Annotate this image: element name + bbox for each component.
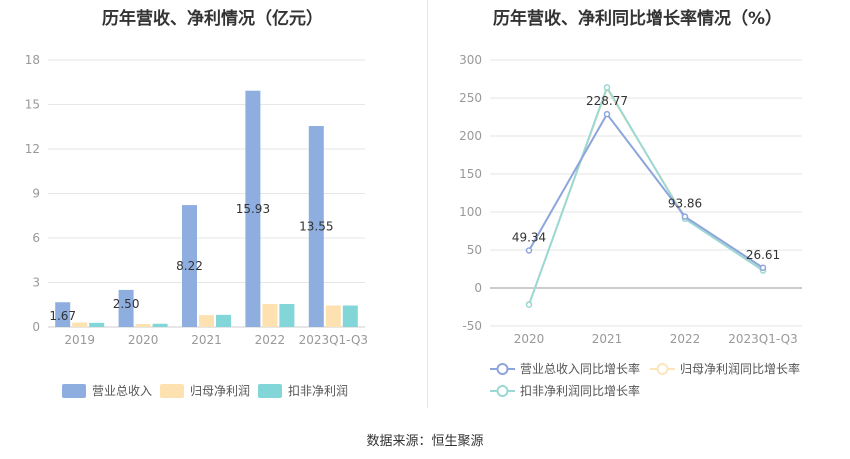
data-label: 93.86 <box>668 197 702 211</box>
x-tick-label: 2020 <box>514 332 545 346</box>
series-line <box>528 85 764 306</box>
legend-label: 扣非净利润同比增长率 <box>520 383 640 398</box>
bar <box>152 323 168 327</box>
bar <box>279 304 295 327</box>
y-tick-label: 200 <box>459 129 482 143</box>
bar <box>262 304 278 327</box>
bar <box>72 322 88 327</box>
data-point <box>681 213 689 220</box>
bar <box>135 324 151 327</box>
bar <box>216 314 231 327</box>
data-label: 26.61 <box>746 248 780 262</box>
data-label: 8.22 <box>176 259 203 273</box>
y-tick-label: -50 <box>462 319 482 333</box>
y-tick-label: 12 <box>25 142 40 156</box>
data-label: 2.50 <box>113 297 140 311</box>
data-label: 13.55 <box>299 220 333 234</box>
bar <box>89 322 105 327</box>
y-tick-label: 3 <box>32 276 40 290</box>
y-tick-label: 6 <box>32 231 40 245</box>
y-tick-label: 150 <box>459 167 482 181</box>
x-tick-label: 2022 <box>255 333 286 347</box>
x-tick-label: 2023Q1-Q3 <box>728 332 797 346</box>
x-tick-label: 2023Q1-Q3 <box>299 333 368 347</box>
left-chart-title: 历年营收、净利情况（亿元） <box>102 9 323 29</box>
legend-label: 扣非净利润 <box>288 384 348 398</box>
legend-swatch <box>62 384 86 398</box>
y-tick-label: 250 <box>459 91 482 105</box>
x-tick-label: 2021 <box>592 332 623 346</box>
series-line <box>528 112 764 269</box>
data-point <box>525 247 533 254</box>
legend-label: 归母净利润 <box>190 384 250 398</box>
x-tick-label: 2020 <box>128 333 159 347</box>
data-label: 49.34 <box>512 231 546 245</box>
bar <box>308 126 324 327</box>
data-point <box>603 110 611 118</box>
legend-label: 营业总收入 <box>92 384 152 398</box>
y-tick-label: 15 <box>25 98 40 112</box>
y-tick-label: 100 <box>459 205 482 219</box>
y-tick-label: 18 <box>25 53 40 67</box>
right-chart-title: 历年营收、净利同比增长率情况（%） <box>492 9 783 29</box>
bar <box>245 90 261 327</box>
legend-marker <box>496 363 509 375</box>
bar <box>118 289 134 327</box>
y-tick-label: 300 <box>459 53 482 67</box>
bar-chart: 0 3 6 9 12 15 18 2019 1.67 2020 2.50 2021 8.22 2022 15… <box>25 53 368 398</box>
data-point <box>603 84 611 91</box>
legend-marker <box>496 385 509 397</box>
legend-marker <box>656 363 669 375</box>
legend-swatch <box>160 384 184 398</box>
x-tick-label: 2019 <box>64 333 95 347</box>
panel-divider <box>427 0 428 408</box>
bar <box>182 205 197 327</box>
y-tick-label: 50 <box>467 243 482 257</box>
legend-label: 营业总收入同比增长率 <box>520 361 640 376</box>
bar <box>325 305 341 327</box>
series-line <box>528 86 764 305</box>
y-tick-label: 0 <box>474 281 482 295</box>
data-point <box>525 301 533 308</box>
bar <box>342 305 358 327</box>
data-point <box>759 264 767 272</box>
x-tick-label: 2022 <box>670 332 701 346</box>
y-tick-label: 9 <box>32 187 40 201</box>
data-label: 228.77 <box>586 94 628 108</box>
data-label: 1.67 <box>49 309 76 323</box>
legend-swatch <box>258 384 282 398</box>
legend-label: 归母净利润同比增长率 <box>680 361 800 376</box>
data-label: 15.93 <box>236 202 270 216</box>
x-tick-label: 2021 <box>191 333 222 347</box>
bar <box>55 302 71 327</box>
y-tick-label: 0 <box>32 320 40 334</box>
line-chart: -50 0 50 100 150 200 250 300 2020 2021 2022 2023Q1-… <box>459 53 802 398</box>
data-source-note: 数据来源：恒生聚源 <box>366 434 484 449</box>
bar <box>199 315 214 327</box>
